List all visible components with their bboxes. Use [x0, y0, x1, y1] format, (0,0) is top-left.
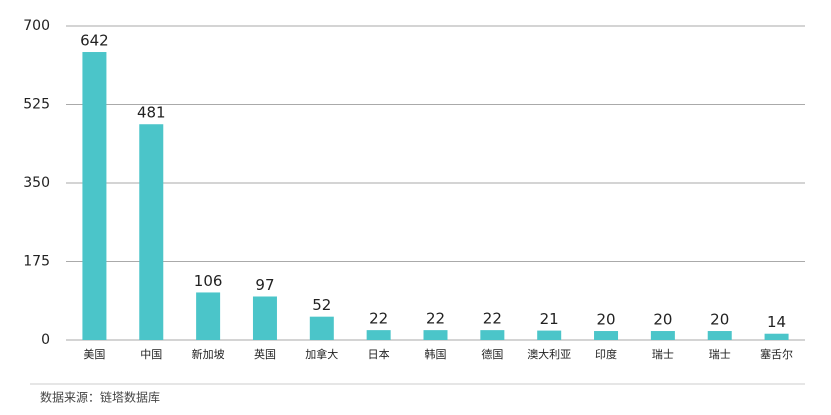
- bar: [423, 330, 448, 340]
- data-label: 22: [369, 310, 388, 328]
- y-tick-label: 0: [41, 332, 50, 348]
- bar: [196, 292, 221, 340]
- y-tick-label: 350: [23, 175, 50, 191]
- bar: [252, 296, 277, 340]
- y-tick-label: 525: [23, 97, 50, 113]
- data-label: 20: [596, 311, 615, 329]
- bar: [537, 330, 562, 340]
- bar: [764, 333, 789, 340]
- x-tick-label: 中国: [140, 348, 162, 361]
- source-note: 数据来源：链塔数据库: [40, 390, 160, 405]
- x-tick-label: 英国: [254, 347, 276, 361]
- data-label: 642: [80, 32, 109, 50]
- bar: [82, 52, 107, 340]
- bar: [139, 124, 164, 340]
- x-tick-label: 瑞士: [709, 347, 731, 361]
- data-label: 52: [312, 296, 331, 314]
- data-label: 20: [710, 311, 729, 329]
- x-tick-label: 新加坡: [192, 347, 225, 361]
- bar: [650, 331, 675, 340]
- bar: [594, 331, 619, 340]
- data-label: 22: [483, 310, 502, 328]
- data-label: 20: [653, 311, 672, 329]
- bar: [480, 330, 505, 340]
- data-label: 481: [137, 104, 166, 122]
- x-tick-label: 印度: [595, 347, 617, 361]
- x-tick-label: 德国: [481, 347, 503, 361]
- y-tick-label: 700: [23, 18, 50, 34]
- bar: [707, 331, 732, 340]
- data-label: 22: [426, 310, 445, 328]
- data-label: 21: [540, 310, 559, 328]
- data-label: 14: [767, 313, 786, 331]
- data-label: 106: [194, 272, 223, 290]
- x-tick-label: 美国: [83, 348, 105, 361]
- x-tick-label: 日本: [368, 347, 390, 361]
- bar: [366, 330, 391, 340]
- y-tick-label: 175: [23, 254, 50, 270]
- x-tick-label: 塞舌尔: [760, 347, 793, 361]
- x-tick-label: 加拿大: [305, 347, 338, 361]
- data-label: 97: [255, 276, 274, 294]
- bar: [309, 316, 334, 340]
- x-tick-label: 韩国: [425, 347, 447, 361]
- x-tick-label: 澳大利亚: [527, 347, 571, 361]
- x-tick-label: 瑞士: [652, 347, 674, 361]
